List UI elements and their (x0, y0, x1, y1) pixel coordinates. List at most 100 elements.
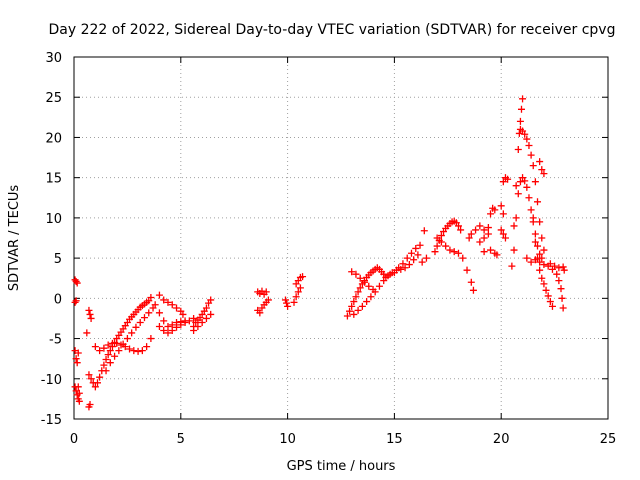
data-point (480, 248, 488, 256)
data-point (86, 310, 94, 318)
data-point (457, 226, 465, 234)
data-point (147, 335, 155, 343)
data-point (534, 242, 542, 250)
data-point (501, 234, 509, 242)
data-point (380, 277, 388, 285)
data-point (459, 254, 467, 262)
data-point (514, 190, 522, 198)
data-point (401, 264, 409, 272)
data-point (160, 327, 168, 335)
data-point (72, 277, 80, 285)
data-point (155, 291, 163, 299)
series-rise-12.8-to-16 (343, 227, 430, 320)
data-point (87, 375, 95, 383)
data-point (476, 238, 484, 246)
data-point (75, 397, 83, 405)
series-cluster-8.5-to-10.7 (254, 273, 307, 317)
data-point (454, 222, 462, 230)
x-tick-label: 15 (386, 432, 403, 447)
data-point (74, 383, 82, 391)
data-point (168, 301, 176, 309)
data-point (527, 206, 535, 214)
data-point (465, 234, 473, 242)
series-cluster-17-to-19 (431, 204, 501, 294)
data-point (516, 117, 524, 125)
y-tick-label: 5 (54, 252, 62, 267)
y-tick-label: -5 (49, 333, 62, 348)
data-point (106, 359, 114, 367)
data-point (365, 282, 373, 290)
data-point (290, 298, 298, 306)
x-axis-label: GPS time / hours (287, 459, 396, 474)
data-point (412, 244, 420, 252)
data-point (348, 268, 356, 276)
data-point (472, 226, 480, 234)
data-point (540, 246, 548, 254)
data-point (294, 288, 302, 296)
data-point (256, 309, 264, 317)
data-point (540, 280, 548, 288)
data-point (134, 347, 142, 355)
data-point (437, 232, 445, 240)
data-point (480, 234, 488, 242)
data-point (534, 198, 542, 206)
data-point (499, 230, 507, 238)
series-ramp-0.8-to-4 (91, 297, 157, 391)
data-point (100, 344, 108, 352)
data-point (546, 260, 554, 268)
data-point (190, 327, 198, 335)
data-point (356, 284, 364, 292)
data-point (358, 302, 366, 310)
data-point (126, 345, 134, 353)
data-point (102, 355, 110, 363)
data-point (463, 266, 471, 274)
y-tick-label: 0 (54, 292, 62, 307)
data-point (514, 146, 522, 154)
data-point (138, 347, 146, 355)
data-point (93, 379, 101, 387)
data-point (284, 302, 292, 310)
data-point (399, 260, 407, 268)
data-point (75, 389, 83, 397)
data-point (145, 309, 153, 317)
data-points (71, 95, 568, 411)
data-point (536, 250, 544, 258)
data-point (433, 234, 441, 242)
data-point (283, 299, 291, 307)
data-point (508, 262, 516, 270)
data-point (527, 258, 535, 266)
data-point (536, 258, 544, 266)
data-point (179, 310, 187, 318)
data-point (531, 238, 539, 246)
data-point (85, 371, 93, 379)
data-point (111, 352, 119, 360)
data-point (525, 194, 533, 202)
data-point (499, 210, 507, 218)
data-point (356, 274, 364, 282)
data-point (292, 293, 300, 301)
data-point (454, 249, 462, 257)
data-point (536, 158, 544, 166)
data-point (433, 242, 441, 250)
series-bump-3.5-to-5 (147, 291, 198, 337)
data-point (72, 297, 80, 305)
data-point (160, 317, 168, 325)
data-point (132, 323, 140, 331)
grid-lines (74, 57, 608, 419)
x-tick-label: 0 (70, 432, 78, 447)
data-point (420, 227, 428, 235)
data-point (181, 318, 189, 326)
y-tick-label: -10 (41, 373, 62, 388)
y-tick-label: 10 (45, 212, 62, 227)
data-point (390, 269, 398, 277)
data-point (523, 183, 531, 191)
data-point (164, 322, 172, 330)
data-point (536, 218, 544, 226)
data-point (523, 135, 531, 143)
data-point (559, 304, 567, 312)
data-point (202, 304, 210, 312)
data-point (538, 234, 546, 242)
data-point (557, 285, 565, 293)
data-point (407, 249, 415, 257)
